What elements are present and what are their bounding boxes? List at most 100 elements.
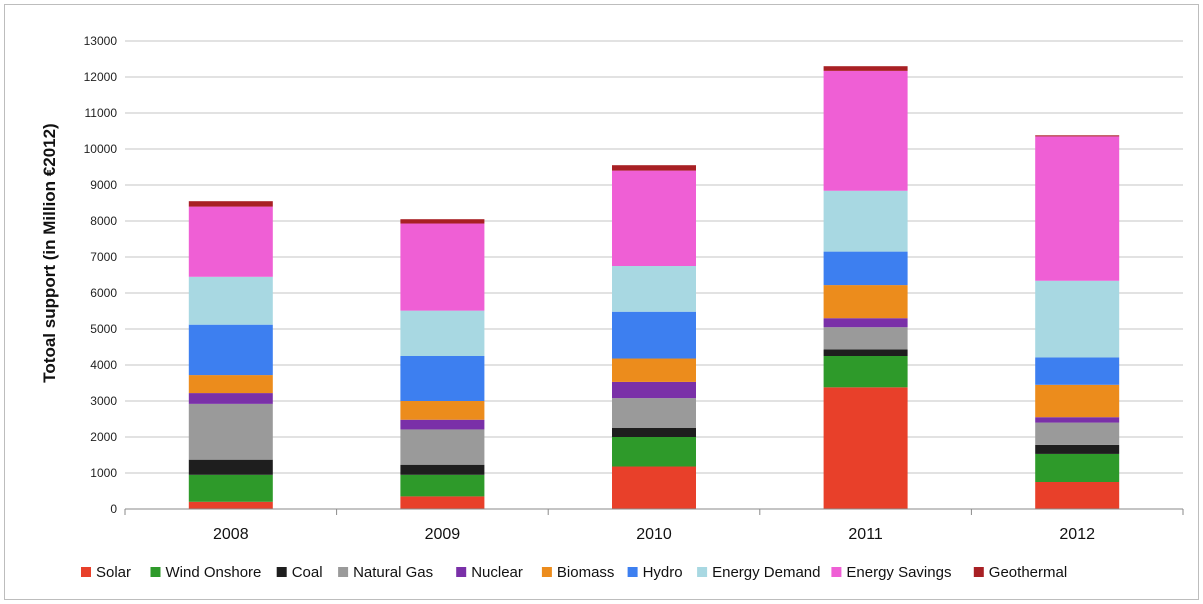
bar-segment-natural-gas (188, 403, 273, 460)
legend-label: Natural Gas (353, 564, 433, 581)
legend-label: Energy Demand (712, 564, 820, 581)
y-tick-label: 11000 (85, 106, 118, 120)
legend-swatch (831, 567, 842, 577)
bar-segment-nuclear (1035, 417, 1120, 423)
y-tick-label: 13000 (84, 34, 118, 48)
legend-swatch (541, 567, 552, 577)
bar-segment-biomass (612, 358, 696, 382)
y-tick-label: 10000 (84, 142, 118, 156)
x-category-label: 2008 (213, 526, 249, 543)
legend-item-wind-onshore: Wind Onshore (150, 564, 261, 581)
y-axis-ticks: 0 1000 2000 3000 4000 5000 6000 7000 8000 9000 100… (84, 34, 118, 516)
bar-segment-energy-savings (612, 170, 696, 266)
legend-item-energy-savings: Energy Savings (831, 564, 951, 581)
bar-segment-wind-onshore (612, 437, 696, 467)
bar-segment-wind-onshore (823, 356, 908, 388)
bar-segment-energy-demand (823, 190, 908, 252)
bar-segment-energy-demand (400, 310, 485, 356)
bar-stack-2010 (612, 165, 696, 509)
bar-segment-geothermal (1035, 135, 1120, 137)
bar-segment-nuclear (400, 419, 485, 430)
legend-swatch (697, 567, 708, 577)
legend-swatch (276, 567, 287, 577)
bar-segment-energy-savings (823, 70, 908, 191)
y-tick-label: 12000 (84, 70, 118, 84)
bar-segment-biomass (1035, 384, 1120, 418)
bar-segment-energy-demand (612, 266, 696, 312)
legend-swatch (81, 567, 91, 577)
x-category-label: 2012 (1059, 526, 1095, 543)
legend-item-nuclear: Nuclear (456, 564, 523, 581)
bar-segment-natural-gas (823, 327, 908, 350)
y-tick-label: 8000 (90, 214, 117, 228)
bar-stack-2011 (823, 66, 908, 509)
bar-segment-solar (1035, 482, 1120, 509)
y-tick-label: 1000 (90, 466, 117, 480)
bar-segment-geothermal (188, 201, 273, 207)
legend-item-hydro: Hydro (627, 564, 683, 581)
bar-segment-wind-onshore (400, 474, 485, 497)
bar-segment-geothermal (823, 66, 908, 71)
legend-swatch (627, 567, 638, 577)
y-tick-label: 9000 (90, 178, 117, 192)
legend-swatch (338, 567, 349, 577)
legend-item-energy-demand: Energy Demand (697, 564, 821, 581)
bar-segment-hydro (823, 251, 908, 286)
x-axis (124, 508, 1184, 515)
bar-segment-coal (400, 464, 485, 475)
bar-stack-2008 (188, 201, 273, 509)
bar-segment-coal (188, 459, 273, 475)
bar-segment-solar (612, 466, 696, 509)
legend-label: Biomass (557, 564, 615, 581)
bar-segment-nuclear (612, 381, 696, 399)
bar-segment-hydro (612, 311, 696, 359)
y-tick-label: 7000 (90, 250, 117, 264)
stacked-bar-chart: 0 1000 2000 3000 4000 5000 6000 7000 8000 9000 100… (40, 34, 1184, 581)
chart-frame: 0 1000 2000 3000 4000 5000 6000 7000 8000 9000 100… (4, 4, 1199, 600)
bar-segment-energy-savings (188, 206, 273, 277)
bar-segment-energy-savings (1035, 136, 1120, 281)
legend-swatch (456, 567, 467, 577)
bar-segment-nuclear (823, 318, 908, 328)
legend-item-biomass: Biomass (541, 564, 615, 581)
legend-label: Nuclear (471, 564, 523, 581)
y-tick-label: 4000 (90, 358, 117, 372)
bar-segment-hydro (1035, 357, 1120, 385)
bar-stack-2012 (1035, 135, 1120, 509)
y-tick-label: 0 (110, 502, 117, 516)
bar-segment-geothermal (612, 165, 696, 171)
x-category-label: 2011 (848, 526, 883, 543)
bar-stacks (188, 66, 1120, 509)
legend-item-geothermal: Geothermal (973, 564, 1067, 581)
legend-swatch (150, 567, 161, 577)
bar-stack-2009 (400, 219, 485, 509)
bar-segment-biomass (400, 401, 485, 420)
bar-segment-solar (400, 496, 485, 509)
y-tick-label: 3000 (90, 394, 117, 408)
bar-segment-nuclear (188, 393, 273, 404)
bar-segment-energy-demand (1035, 280, 1120, 358)
y-axis-label: Totoal support (in Million €2012) (40, 123, 59, 382)
legend-label: Coal (292, 564, 323, 581)
x-category-label: 2009 (425, 526, 461, 543)
legend-label: Geothermal (989, 564, 1067, 581)
bar-segment-coal (823, 349, 908, 356)
bar-segment-coal (612, 428, 696, 437)
x-category-label: 2010 (636, 526, 672, 543)
bar-segment-energy-demand (188, 276, 273, 325)
bar-segment-natural-gas (400, 429, 485, 465)
bar-segment-wind-onshore (188, 474, 273, 502)
y-tick-label: 6000 (90, 286, 117, 300)
bar-segment-wind-onshore (1035, 453, 1120, 482)
bar-segment-solar (188, 501, 273, 509)
legend-label: Hydro (643, 564, 683, 581)
bar-segment-biomass (188, 375, 273, 394)
legend-swatch (973, 567, 984, 577)
y-tick-label: 2000 (90, 430, 117, 444)
bar-segment-hydro (188, 324, 273, 376)
bar-segment-hydro (400, 356, 485, 401)
bar-segment-natural-gas (612, 398, 696, 428)
x-axis-categories: 2008 2009 2010 2011 2012 (213, 526, 1095, 543)
bar-segment-geothermal (400, 219, 485, 224)
legend-item-solar: Solar (81, 564, 131, 581)
